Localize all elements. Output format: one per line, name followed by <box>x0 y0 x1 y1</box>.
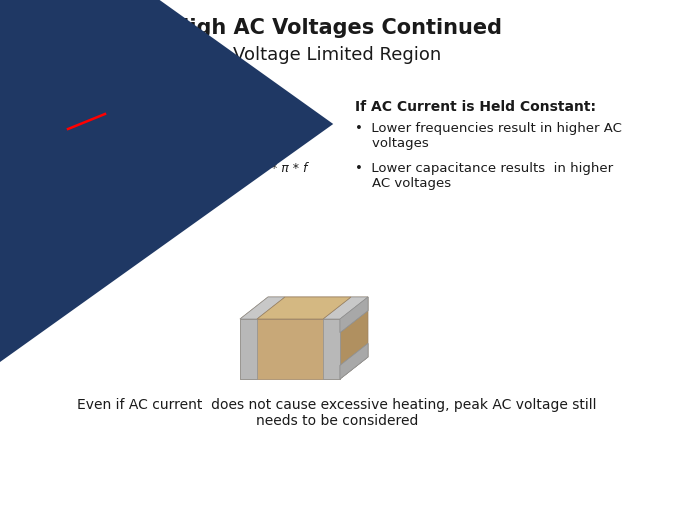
Text: If AC Current is Held Constant:: If AC Current is Held Constant: <box>355 100 596 114</box>
Text: $V_C = I_C \cdot \left[ESR + j\omega ESL - j\dfrac{1}{\omega C}\right]$: $V_C = I_C \cdot \left[ESR + j\omega ESL… <box>12 108 219 140</box>
Polygon shape <box>240 319 340 379</box>
Text: •  Lower frequencies result in higher AC
    voltages: • Lower frequencies result in higher AC … <box>355 122 622 149</box>
Text: •  Lower capacitance results  in higher
    AC voltages: • Lower capacitance results in higher AC… <box>355 162 613 189</box>
Text: High AC Voltages Continued: High AC Voltages Continued <box>172 18 502 38</box>
Polygon shape <box>340 297 368 333</box>
Polygon shape <box>340 297 368 333</box>
Polygon shape <box>240 319 257 379</box>
Polygon shape <box>340 344 368 379</box>
Text: ω = 2 * π * f: ω = 2 * π * f <box>230 162 307 175</box>
Polygon shape <box>323 297 368 319</box>
Polygon shape <box>340 297 368 379</box>
Polygon shape <box>257 297 351 319</box>
Polygon shape <box>323 319 340 379</box>
Polygon shape <box>340 344 368 379</box>
Text: Even if AC current  does not cause excessive heating, peak AC voltage still
need: Even if AC current does not cause excess… <box>77 397 597 427</box>
Polygon shape <box>240 297 285 319</box>
Text: Note:  ESL ~ 1nH so negligible effect on
         AC current until very high fre: Note: ESL ~ 1nH so negligible effect on … <box>12 158 240 179</box>
Text: Voltage Limited Region: Voltage Limited Region <box>233 46 441 64</box>
Polygon shape <box>240 297 368 319</box>
